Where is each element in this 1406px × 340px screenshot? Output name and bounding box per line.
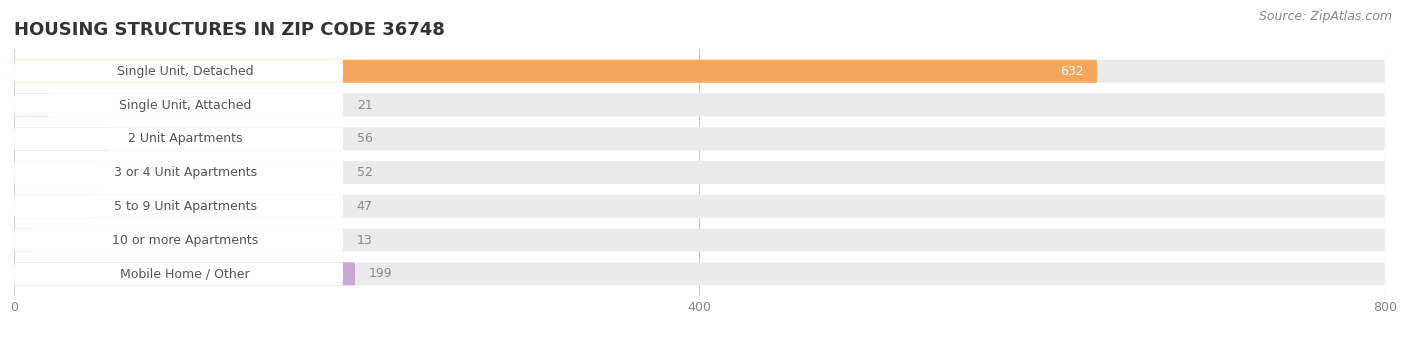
Text: 10 or more Apartments: 10 or more Apartments <box>112 234 259 246</box>
FancyBboxPatch shape <box>14 94 51 117</box>
FancyBboxPatch shape <box>14 60 343 83</box>
FancyBboxPatch shape <box>14 94 343 117</box>
Text: 21: 21 <box>357 99 373 112</box>
FancyBboxPatch shape <box>14 262 343 285</box>
Text: 632: 632 <box>1060 65 1084 78</box>
FancyBboxPatch shape <box>14 127 110 150</box>
FancyBboxPatch shape <box>14 161 343 184</box>
Text: Source: ZipAtlas.com: Source: ZipAtlas.com <box>1258 10 1392 23</box>
Text: 13: 13 <box>357 234 373 246</box>
Text: 5 to 9 Unit Apartments: 5 to 9 Unit Apartments <box>114 200 257 213</box>
FancyBboxPatch shape <box>14 262 356 285</box>
Text: 3 or 4 Unit Apartments: 3 or 4 Unit Apartments <box>114 166 257 179</box>
Text: Single Unit, Attached: Single Unit, Attached <box>120 99 252 112</box>
Text: 2 Unit Apartments: 2 Unit Apartments <box>128 132 242 145</box>
FancyBboxPatch shape <box>14 94 1385 117</box>
Text: 56: 56 <box>357 132 373 145</box>
FancyBboxPatch shape <box>14 127 343 150</box>
Text: Single Unit, Detached: Single Unit, Detached <box>117 65 253 78</box>
FancyBboxPatch shape <box>14 228 343 252</box>
FancyBboxPatch shape <box>14 228 37 252</box>
FancyBboxPatch shape <box>14 262 1385 285</box>
FancyBboxPatch shape <box>14 161 103 184</box>
Text: 47: 47 <box>357 200 373 213</box>
FancyBboxPatch shape <box>14 127 1385 150</box>
Text: 199: 199 <box>368 267 392 280</box>
Text: Mobile Home / Other: Mobile Home / Other <box>121 267 250 280</box>
FancyBboxPatch shape <box>14 228 1385 252</box>
Text: HOUSING STRUCTURES IN ZIP CODE 36748: HOUSING STRUCTURES IN ZIP CODE 36748 <box>14 21 444 39</box>
FancyBboxPatch shape <box>14 60 1385 83</box>
FancyBboxPatch shape <box>14 195 94 218</box>
Text: 52: 52 <box>357 166 373 179</box>
FancyBboxPatch shape <box>14 195 1385 218</box>
FancyBboxPatch shape <box>14 195 343 218</box>
FancyBboxPatch shape <box>14 60 1097 83</box>
FancyBboxPatch shape <box>14 161 1385 184</box>
